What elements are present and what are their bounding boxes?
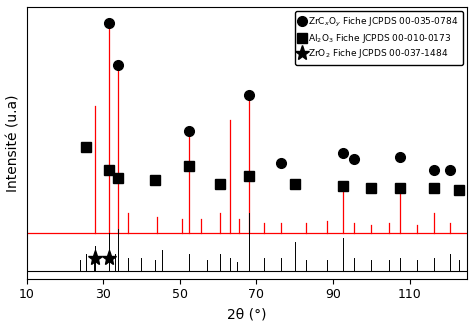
Y-axis label: Intensité (u.a): Intensité (u.a) [7, 94, 21, 192]
X-axis label: 2θ (°): 2θ (°) [227, 307, 266, 321]
Legend: ZrC$_x$O$_y$ Fiche JCPDS 00-035-0784, Al$_2$O$_3$ Fiche JCPDS 00-010-0173, ZrO$_: ZrC$_x$O$_y$ Fiche JCPDS 00-035-0784, Al… [295, 11, 463, 65]
